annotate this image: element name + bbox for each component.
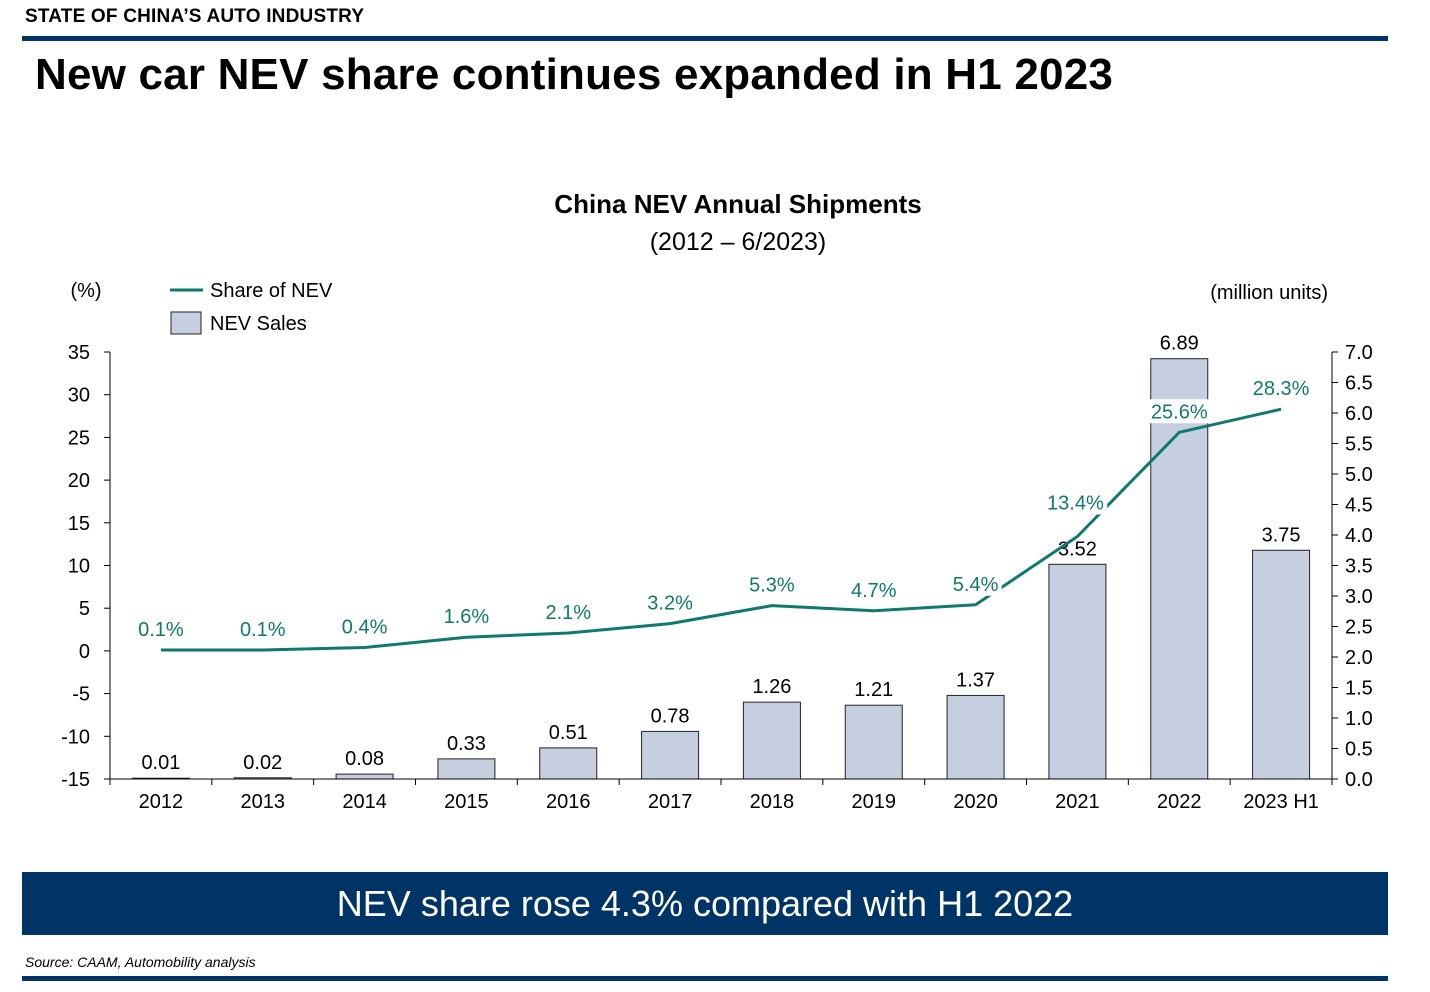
x-tick-label: 2018: [750, 791, 795, 813]
source-note: Source: CAAM, Automobility analysis: [25, 954, 256, 970]
line-value-label: 25.6%: [1151, 401, 1208, 423]
line-value-label: 2.1%: [545, 602, 591, 624]
bar-2018: [742, 701, 801, 780]
x-tick-label: 2016: [546, 791, 591, 813]
x-tick-label: 2022: [1157, 791, 1202, 813]
x-tick-label: 2021: [1055, 791, 1100, 813]
left-axis-unit: (%): [70, 280, 101, 302]
bar-value-label: 1.21: [854, 679, 893, 701]
line-label-bg: [1147, 399, 1211, 424]
line-label-bg: [644, 590, 697, 615]
x-tick-label: 2017: [648, 791, 693, 813]
line-label-bg: [847, 577, 900, 602]
x-tick-label: 2023 H1: [1243, 791, 1319, 813]
line-value-label: 13.4%: [1047, 492, 1104, 514]
left-tick-label: -10: [61, 726, 90, 748]
line-value-label: 0.1%: [240, 619, 286, 641]
line-label-bg: [1043, 490, 1108, 515]
line-label-bg: [949, 571, 1002, 596]
left-tick-label: 5: [79, 598, 90, 620]
right-tick-label: 2.5: [1345, 617, 1373, 639]
summary-banner: NEV share rose 4.3% compared with H1 202…: [22, 872, 1388, 935]
bar-value-label: 6.89: [1160, 333, 1199, 355]
bar-value-label: 0.78: [651, 705, 690, 727]
right-tick-label: 1.0: [1345, 708, 1373, 730]
right-tick-label: 5.0: [1345, 464, 1373, 486]
bar-value-label: 0.33: [447, 733, 486, 755]
x-tick-label: 2014: [342, 791, 387, 813]
line-value-label: 0.4%: [342, 616, 388, 638]
right-tick-label: 6.0: [1345, 403, 1373, 425]
bar-2021: [1048, 563, 1107, 780]
line-label-bg: [745, 572, 798, 597]
page-title: New car NEV share continues expanded in …: [35, 50, 1114, 99]
line-value-label: 0.1%: [138, 619, 184, 641]
right-tick-label: 3.0: [1345, 586, 1373, 608]
legend-bar-label: NEV Sales: [210, 313, 307, 335]
bar-value-label: 0.51: [549, 722, 588, 744]
x-tick-label: 2013: [241, 791, 286, 813]
right-tick-label: 4.5: [1345, 495, 1373, 517]
bar-value-label: 0.08: [345, 748, 384, 770]
bar-2017: [641, 730, 700, 780]
bar-value-label: 0.01: [141, 752, 180, 774]
bar-value-label: 3.52: [1058, 538, 1097, 560]
left-tick-label: -15: [61, 769, 90, 791]
line-label-bg: [134, 617, 187, 642]
left-tick-label: 35: [68, 342, 90, 364]
right-tick-label: 5.5: [1345, 434, 1373, 456]
right-tick-label: 4.0: [1345, 525, 1373, 547]
line-label-bg: [542, 599, 595, 624]
right-tick-label: 6.5: [1345, 373, 1373, 395]
right-tick-label: 1.5: [1345, 678, 1373, 700]
right-tick-label: 7.0: [1345, 342, 1373, 364]
bar-2019: [844, 704, 903, 780]
right-tick-label: 2.0: [1345, 647, 1373, 669]
bottom-divider: [22, 976, 1388, 981]
left-tick-label: 0: [79, 641, 90, 663]
line-value-label: 3.2%: [647, 593, 693, 615]
line-label-bg: [338, 614, 391, 639]
left-tick-label: 10: [68, 556, 90, 578]
section-label: STATE OF CHINA’S AUTO INDUSTRY: [25, 6, 365, 27]
nev-chart: China NEV Annual Shipments (2012 – 6/2023…: [61, 189, 1373, 813]
bar-2016: [539, 747, 598, 780]
legend-line-label: Share of NEV: [210, 280, 333, 302]
line-label-bg: [1249, 376, 1313, 401]
x-tick-label: 2020: [953, 791, 998, 813]
legend-bar-swatch: [170, 311, 202, 335]
bar-2014: [335, 773, 394, 780]
left-tick-label: -5: [72, 684, 90, 706]
line-label-bg: [236, 617, 289, 642]
bar-value-label: 1.37: [956, 669, 995, 691]
left-tick-label: 20: [68, 470, 90, 492]
top-divider: [22, 36, 1388, 41]
line-value-label: 5.3%: [749, 575, 795, 597]
left-tick-label: 30: [68, 385, 90, 407]
bar-value-label: 1.26: [752, 676, 791, 698]
chart-subtitle: (2012 – 6/2023): [650, 228, 827, 256]
x-tick-label: 2012: [139, 791, 184, 813]
line-value-label: 4.7%: [851, 580, 897, 602]
right-tick-label: 3.5: [1345, 556, 1373, 578]
line-value-label: 28.3%: [1253, 378, 1310, 400]
left-tick-label: 15: [68, 513, 90, 535]
right-tick-label: 0.5: [1345, 739, 1373, 761]
bar-2023-H1: [1252, 549, 1311, 780]
right-axis-unit: (million units): [1210, 282, 1328, 304]
x-tick-label: 2019: [852, 791, 897, 813]
line-label-bg: [440, 604, 493, 629]
x-tick-label: 2015: [444, 791, 489, 813]
chart-title: China NEV Annual Shipments: [554, 189, 921, 219]
bar-value-label: 3.75: [1262, 524, 1301, 546]
bar-2020: [946, 694, 1005, 780]
right-tick-label: 0.0: [1345, 769, 1373, 791]
share-line: [160, 407, 1282, 652]
left-tick-label: 25: [68, 427, 90, 449]
line-value-label: 5.4%: [953, 574, 999, 596]
line-value-label: 1.6%: [444, 606, 490, 628]
bar-value-label: 0.02: [243, 752, 282, 774]
bar-2015: [437, 758, 496, 780]
